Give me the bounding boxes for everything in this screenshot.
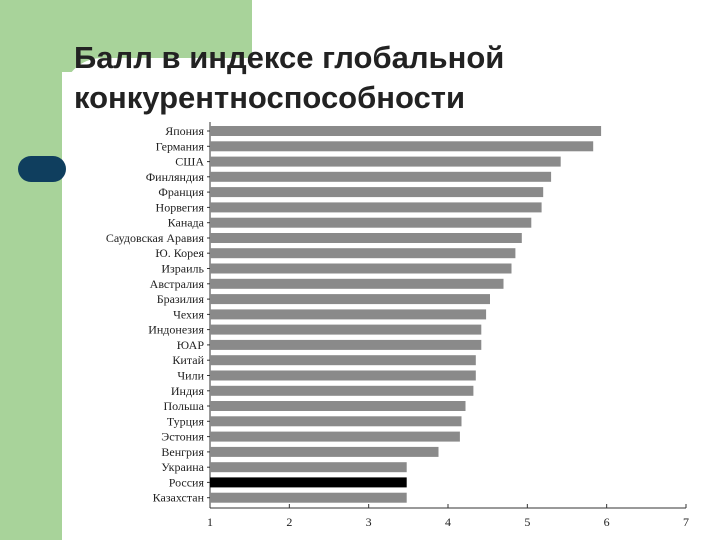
bar <box>210 217 532 228</box>
category-label: Украина <box>161 460 204 474</box>
bar <box>210 171 552 182</box>
x-tick-label: 1 <box>207 515 213 529</box>
bar <box>210 156 561 167</box>
bar <box>210 278 504 289</box>
category-label: Израиль <box>161 262 204 276</box>
bar <box>210 385 474 396</box>
category-label: Ю. Корея <box>155 246 204 260</box>
bar <box>210 324 482 335</box>
x-tick-label: 5 <box>524 515 530 529</box>
bar <box>210 370 476 381</box>
x-tick-label: 7 <box>683 515 689 529</box>
x-tick-label: 2 <box>286 515 292 529</box>
bar <box>210 446 439 457</box>
category-label: Эстония <box>161 430 204 444</box>
category-label: Австралия <box>150 277 205 291</box>
slide-title: Балл в индексе глобальной конкурентноспо… <box>74 38 694 118</box>
category-label: Россия <box>169 475 205 489</box>
bar <box>210 309 487 320</box>
bar <box>210 233 522 243</box>
category-label: Бразилия <box>157 292 205 306</box>
category-label: Япония <box>165 124 204 138</box>
bar <box>210 339 482 350</box>
bar <box>210 294 490 305</box>
category-label: США <box>175 155 204 169</box>
category-label: Индия <box>171 384 205 398</box>
category-label: Канада <box>168 216 205 230</box>
category-label: ЮАР <box>177 338 205 352</box>
title-line-1: Балл в индексе глобальной <box>74 40 505 75</box>
category-label: Казахстан <box>153 491 205 505</box>
bar <box>210 141 594 152</box>
category-label: Турция <box>167 414 205 428</box>
bar <box>210 416 462 427</box>
x-tick-label: 6 <box>604 515 610 529</box>
x-tick-label: 4 <box>445 515 451 529</box>
category-label: Норвегия <box>156 200 205 214</box>
category-label: Франция <box>158 185 204 199</box>
bar <box>210 248 516 259</box>
bar <box>210 401 466 411</box>
category-label: Саудовская Аравия <box>106 231 205 245</box>
category-label: Индонезия <box>148 323 204 337</box>
category-label: Чили <box>177 369 204 383</box>
bar <box>210 477 407 488</box>
title-line-2: конкурентноспособности <box>74 80 465 115</box>
category-label: Чехия <box>173 307 204 321</box>
bar <box>210 462 407 473</box>
bar <box>210 431 460 442</box>
bar <box>210 187 544 198</box>
bar <box>210 355 476 366</box>
bar <box>210 263 512 274</box>
bar <box>210 126 602 136</box>
category-label: Польша <box>163 399 204 413</box>
category-label: Венгрия <box>161 445 204 459</box>
bar <box>210 492 407 503</box>
green-side-strip <box>0 0 62 540</box>
category-label: Германия <box>156 139 205 153</box>
bar <box>210 202 542 213</box>
navy-pill-decoration <box>18 156 66 182</box>
category-label: Финляндия <box>146 170 205 184</box>
category-label: Китай <box>172 353 204 367</box>
x-tick-label: 3 <box>366 515 372 529</box>
